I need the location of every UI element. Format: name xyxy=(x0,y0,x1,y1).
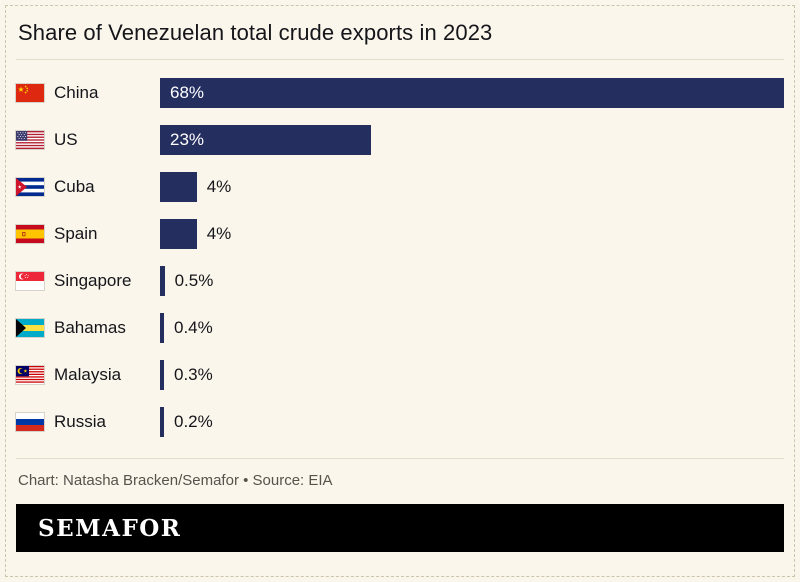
row-label-cuba: Cuba xyxy=(15,176,160,197)
row-label-singapore: Singapore xyxy=(15,270,160,291)
footer-divider xyxy=(16,458,784,459)
row-label-spain: Spain xyxy=(15,223,160,244)
bar-china: 68% xyxy=(160,77,784,108)
value-label: 68% xyxy=(170,82,205,102)
bar-row-cuba: Cuba 4% xyxy=(15,163,784,210)
value-label: 0.5% xyxy=(174,270,214,290)
value-label: 23% xyxy=(170,129,205,149)
bar-row-us: US 23% xyxy=(15,116,784,163)
bar-us: 23% xyxy=(160,124,372,155)
malaysia-flag-icon xyxy=(15,364,45,385)
value-label: 0.4% xyxy=(174,317,213,337)
bar-bahamas: 0.4% xyxy=(160,312,213,343)
country-label: Spain xyxy=(54,223,98,243)
bar-russia: 0.2% xyxy=(160,406,213,437)
page-title: Share of Venezuelan total crude exports … xyxy=(18,20,493,45)
bar-row-spain: Spain 4% xyxy=(15,210,784,257)
row-label-us: US xyxy=(15,129,160,150)
country-label: US xyxy=(54,129,78,149)
row-label-bahamas: Bahamas xyxy=(15,317,160,338)
country-label: Bahamas xyxy=(54,317,126,337)
bar-chart: China 68% US 23% xyxy=(15,69,784,445)
country-label: China xyxy=(54,82,99,102)
country-label: Singapore xyxy=(54,270,132,290)
semafor-logo: SEMAFOR xyxy=(38,514,182,542)
bar-row-russia: Russia 0.2% xyxy=(15,398,784,445)
bar-singapore: 0.5% xyxy=(160,265,213,296)
semafor-brand-bar: SEMAFOR xyxy=(16,504,784,552)
value-label: 4% xyxy=(206,176,232,196)
country-label: Malaysia xyxy=(54,364,122,384)
value-label: 0.3% xyxy=(174,364,213,384)
bar-row-malaysia: Malaysia 0.3% xyxy=(15,351,784,398)
bar-malaysia: 0.3% xyxy=(160,359,213,390)
value-label: 4% xyxy=(206,223,232,243)
chart-credit: Chart: Natasha Bracken/Semafor • Source:… xyxy=(18,472,333,489)
title-divider xyxy=(16,59,784,60)
spain-flag-icon xyxy=(15,223,45,244)
cuba-flag-icon xyxy=(15,176,45,197)
country-label: Russia xyxy=(54,411,106,431)
bar-row-singapore: Singapore 0.5% xyxy=(15,257,784,304)
us-flag-icon xyxy=(15,129,45,150)
bahamas-flag-icon xyxy=(15,317,45,338)
row-label-malaysia: Malaysia xyxy=(15,364,160,385)
bar-spain: 4% xyxy=(160,218,231,249)
bar-row-china: China 68% xyxy=(15,69,784,116)
russia-flag-icon xyxy=(15,411,45,432)
bar-cuba: 4% xyxy=(160,171,231,202)
row-label-russia: Russia xyxy=(15,411,160,432)
country-label: Cuba xyxy=(54,176,95,196)
value-label: 0.2% xyxy=(174,411,213,431)
row-label-china: China xyxy=(15,82,160,103)
bar-row-bahamas: Bahamas 0.4% xyxy=(15,304,784,351)
china-flag-icon xyxy=(15,82,45,103)
singapore-flag-icon xyxy=(15,270,45,291)
